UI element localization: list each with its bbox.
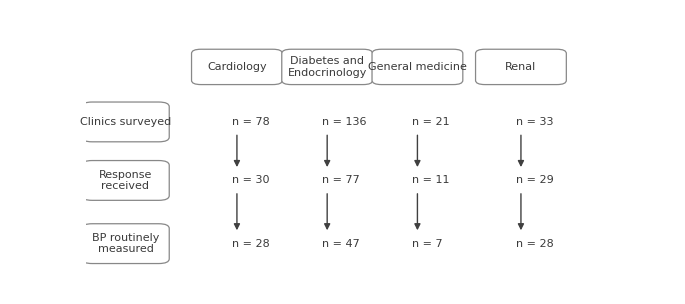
Text: n = 30: n = 30 (232, 175, 269, 185)
Text: General medicine: General medicine (368, 62, 467, 72)
Text: n = 47: n = 47 (322, 239, 360, 249)
FancyBboxPatch shape (192, 49, 282, 85)
Text: Response
received: Response received (99, 170, 152, 191)
Text: n = 21: n = 21 (412, 117, 450, 127)
FancyBboxPatch shape (372, 49, 463, 85)
Text: n = 28: n = 28 (516, 239, 553, 249)
Text: Diabetes and
Endocrinology: Diabetes and Endocrinology (288, 56, 367, 78)
FancyBboxPatch shape (475, 49, 566, 85)
Text: n = 28: n = 28 (232, 239, 269, 249)
Text: Cardiology: Cardiology (207, 62, 266, 72)
Text: n = 77: n = 77 (322, 175, 360, 185)
Text: Clinics surveyed: Clinics surveyed (80, 117, 171, 127)
Text: Renal: Renal (506, 62, 536, 72)
Text: n = 11: n = 11 (412, 175, 449, 185)
Text: n = 29: n = 29 (516, 175, 553, 185)
FancyBboxPatch shape (282, 49, 373, 85)
Text: n = 78: n = 78 (232, 117, 269, 127)
FancyBboxPatch shape (82, 102, 169, 142)
Text: n = 7: n = 7 (412, 239, 443, 249)
Text: n = 136: n = 136 (322, 117, 366, 127)
FancyBboxPatch shape (82, 224, 169, 264)
FancyBboxPatch shape (82, 161, 169, 200)
Text: n = 33: n = 33 (516, 117, 553, 127)
Text: BP routinely
measured: BP routinely measured (92, 233, 159, 254)
